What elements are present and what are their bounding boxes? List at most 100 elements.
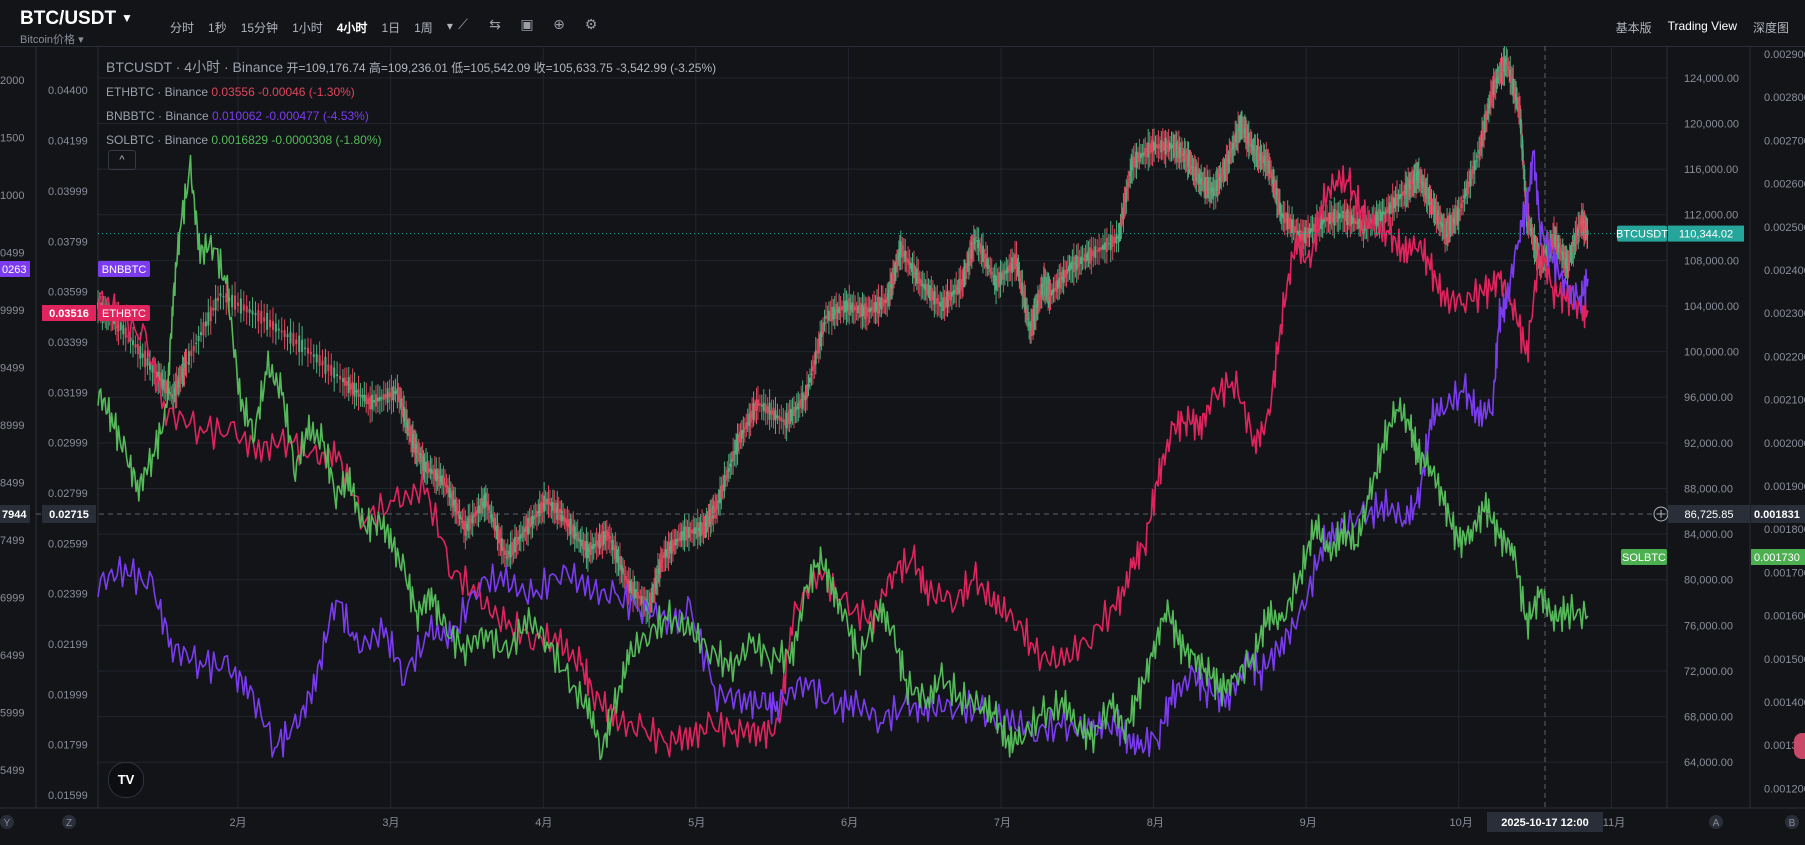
interval-2[interactable]: 15分钟 xyxy=(240,21,279,35)
btc-candle xyxy=(1486,111,1489,113)
btc-candle xyxy=(1324,218,1327,222)
btc-candle xyxy=(730,459,733,462)
btc-candle xyxy=(1230,150,1233,154)
legend-collapse-button[interactable]: ^ xyxy=(108,150,136,170)
btc-candle xyxy=(359,394,362,396)
btc-candle xyxy=(1151,139,1154,153)
btc-candle xyxy=(1352,217,1355,224)
legend-row-0: ETHBTC · Binance 0.03556 -0.00046 (-1.30… xyxy=(106,80,716,104)
btc-candle xyxy=(1058,277,1061,287)
btc-candle xyxy=(920,279,923,287)
btc-candle xyxy=(1350,215,1353,225)
interval-7[interactable]: ▾ xyxy=(446,19,453,33)
interval-6[interactable]: 1周 xyxy=(414,21,433,35)
btc-candle xyxy=(907,259,910,264)
btc-candle xyxy=(192,345,195,351)
btc-candle xyxy=(1377,217,1380,219)
btc-candle xyxy=(803,397,806,401)
side-badge[interactable] xyxy=(1794,733,1805,759)
left-axis-tick: 0.02799 xyxy=(48,488,88,500)
right-axis-tick: 76,000.00 xyxy=(1684,620,1733,632)
btc-candle xyxy=(598,534,601,549)
btc-candle xyxy=(921,283,924,286)
indicator-icon[interactable]: ⟋ xyxy=(458,16,468,32)
symbol-dropdown-icon[interactable]: ▼ xyxy=(121,11,133,25)
symbol-title[interactable]: BTC/USDT xyxy=(20,8,117,29)
btc-candle xyxy=(1381,212,1384,219)
btc-candle xyxy=(726,470,729,479)
price-chart[interactable]: 124,000.00 120,000.00 116,000.00 112,000.00… xyxy=(0,46,1805,845)
btc-candle xyxy=(894,266,897,269)
btc-candle xyxy=(373,400,376,403)
btc-candle xyxy=(1413,174,1416,185)
btc-candle xyxy=(1577,224,1580,236)
btc-candle xyxy=(1378,209,1381,226)
btc-candle xyxy=(1127,181,1130,188)
btc-candle xyxy=(1299,230,1302,242)
chart-legend: BTCUSDT · 4小时 · Binance 开=109,176.74 高=1… xyxy=(106,55,716,152)
btc-candle xyxy=(842,305,845,310)
btc-candle xyxy=(868,307,871,313)
btc-candle xyxy=(417,452,420,455)
btc-candle xyxy=(997,272,1000,288)
btc-candle xyxy=(277,328,280,331)
btc-candle xyxy=(1068,265,1071,271)
btc-candle xyxy=(1308,229,1311,234)
btc-candle xyxy=(739,431,742,443)
btc-candle xyxy=(1498,71,1501,79)
symbol-subtitle[interactable]: Bitcoin价格 ▾ xyxy=(20,34,84,46)
interval-0[interactable]: 分时 xyxy=(170,21,195,35)
btc-candle xyxy=(892,272,895,284)
view-tab-0[interactable]: 基本版 xyxy=(1615,21,1652,35)
compare-icon[interactable]: ⇆ xyxy=(489,16,501,32)
btc-candle xyxy=(993,274,996,286)
btc-candle xyxy=(1265,153,1268,170)
btc-candle xyxy=(1005,270,1008,274)
btc-candle xyxy=(1016,263,1019,267)
btc-candle xyxy=(1361,219,1364,231)
add-icon[interactable]: ⊕ xyxy=(553,16,565,32)
interval-1[interactable]: 1秒 xyxy=(208,21,227,35)
left-axis-tick: 0.04199 xyxy=(48,136,88,148)
camera-icon[interactable]: ▣ xyxy=(520,16,534,32)
btc-candle xyxy=(185,361,188,365)
btc-candle xyxy=(209,306,212,322)
btc-candle xyxy=(496,525,499,540)
btc-candle xyxy=(1015,253,1018,268)
btc-candle xyxy=(930,288,933,301)
btc-candle xyxy=(1460,203,1463,209)
btc-candle xyxy=(1229,151,1232,159)
btc-candle xyxy=(996,280,999,283)
interval-4[interactable]: 4小时 xyxy=(336,21,368,35)
btc-candle xyxy=(1131,156,1134,171)
btc-candle xyxy=(1570,250,1573,256)
btc-candle xyxy=(1040,284,1043,296)
settings-icon[interactable]: ⚙ xyxy=(584,16,598,32)
btc-candle xyxy=(1064,270,1067,279)
btc-candle xyxy=(1087,251,1090,261)
btc-candle xyxy=(474,512,477,516)
view-tab-2[interactable]: 深度图 xyxy=(1752,21,1789,35)
btc-candle xyxy=(1466,181,1469,195)
btc-candle xyxy=(981,245,984,263)
right-axis-tick: 100,000.00 xyxy=(1684,347,1739,359)
btc-candle xyxy=(1071,261,1074,270)
btc-candle xyxy=(1145,150,1148,152)
btc-candle xyxy=(394,391,397,394)
btc-candle xyxy=(784,419,787,426)
btc-candle xyxy=(608,535,611,540)
interval-3[interactable]: 1小时 xyxy=(292,21,323,35)
crosshair-date: 2025-10-17 12:00 xyxy=(1501,817,1588,829)
month-label: 3月 xyxy=(382,817,399,829)
btc-candle xyxy=(408,431,411,437)
btc-candle xyxy=(883,300,886,304)
btc-candle xyxy=(854,306,857,310)
interval-5[interactable]: 1日 xyxy=(381,21,401,35)
btc-candle xyxy=(964,268,967,272)
tradingview-logo[interactable]: TV xyxy=(108,762,144,798)
btc-candle xyxy=(676,539,679,542)
btc-candle xyxy=(1067,268,1070,272)
view-tab-1[interactable]: Trading View xyxy=(1667,19,1737,33)
